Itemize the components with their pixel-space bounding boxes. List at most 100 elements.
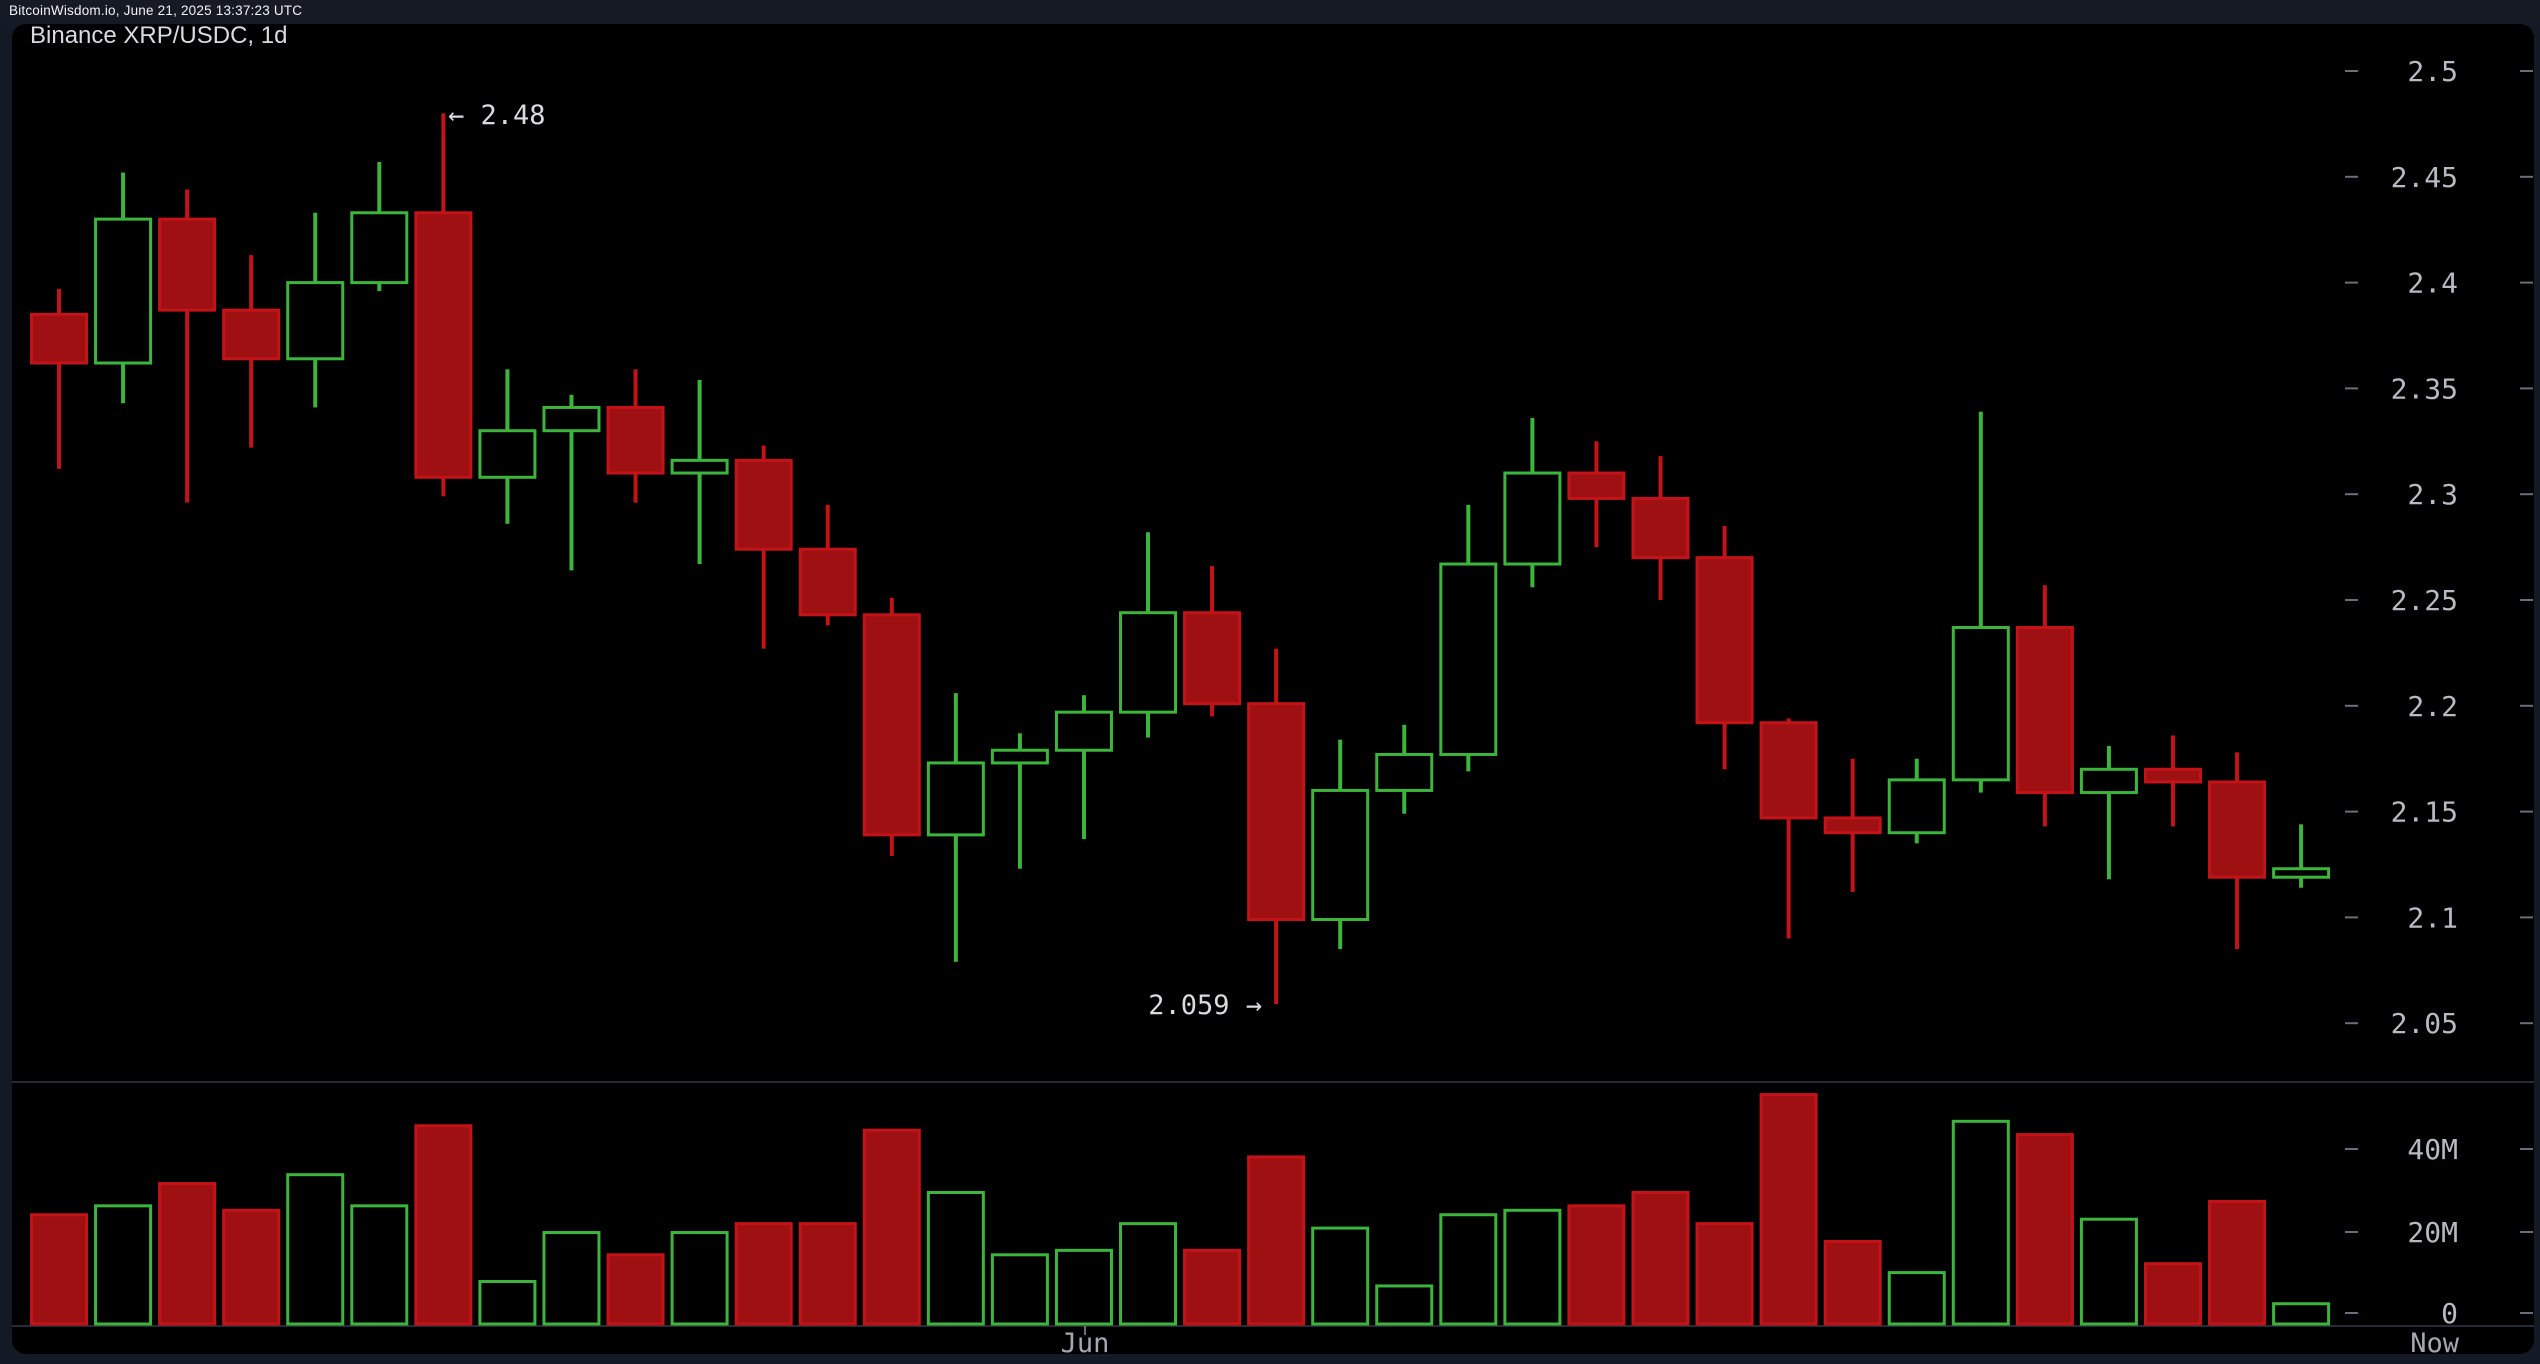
month-label: Jun (1061, 1328, 1110, 1359)
candle-body-down (2208, 780, 2267, 879)
price-tick-label: 2.45 (2391, 161, 2458, 194)
candle-body-down (30, 312, 88, 365)
candle-body-down (2015, 626, 2074, 795)
candle-body-down (1823, 816, 1882, 835)
volume-bar-up (94, 1204, 153, 1326)
price-tick-label: 2.1 (2407, 901, 2458, 934)
volume-bar-up (1311, 1226, 1370, 1326)
pane-dividers (12, 1081, 2534, 1327)
volume-bar-up (478, 1280, 537, 1326)
volume-bar-up (542, 1231, 601, 1326)
candlestick-series (30, 113, 2331, 1005)
candle-body-up (670, 458, 729, 475)
candle-body-up (926, 761, 985, 837)
candle-body-up (1439, 562, 1498, 756)
candle-body-up (350, 211, 409, 285)
price-tick-label: 2.05 (2391, 1007, 2458, 1040)
candle-wick (185, 189, 190, 503)
volume-bar-up (1503, 1208, 1562, 1326)
candle-wick (1978, 411, 1983, 793)
candle-body-down (606, 405, 665, 475)
volume-bar-down (862, 1128, 921, 1326)
volume-axis[interactable]: 40M 20M 0 (2345, 1133, 2533, 1330)
price-axis[interactable]: 2.5 2.45 2.4 2.35 2.3 2.25 2.2 2.15 2.1 2.05 (2345, 55, 2533, 1040)
volume-bar-up (286, 1173, 345, 1326)
candle-wick (2106, 746, 2111, 880)
candle-body-up (1311, 788, 1370, 922)
candle-body-down (1631, 496, 1690, 560)
volume-bar-up (2079, 1217, 2138, 1326)
price-tick-label: 2.35 (2391, 372, 2458, 405)
candle-body-down (2143, 767, 2202, 784)
price-tick-label: 2.3 (2407, 478, 2458, 511)
volume-bar-up (670, 1231, 729, 1326)
high-annotation: ← 2.48 (448, 100, 546, 131)
price-annotations: ← 2.48 2.059 → (448, 100, 1262, 1021)
candle-wick (1786, 718, 1791, 939)
price-tick-label: 2.15 (2391, 796, 2458, 829)
volume-tick-label: 20M (2407, 1216, 2458, 1249)
candle-body-up (990, 748, 1049, 765)
candle-body-down (414, 211, 473, 479)
candle-body-down (862, 613, 921, 837)
candle-body-down (734, 458, 793, 551)
volume-bar-down (606, 1253, 665, 1326)
volume-bar-down (1695, 1222, 1754, 1326)
volume-bar-up (1119, 1222, 1178, 1326)
candle-body-down (1695, 556, 1754, 725)
volume-bar-down (1759, 1093, 1818, 1326)
volume-bar-down (2015, 1133, 2074, 1326)
candle-wick (1017, 733, 1022, 869)
candle-wick (2299, 824, 2304, 888)
volume-bar-up (990, 1253, 1049, 1326)
low-annotation: 2.059 → (1148, 990, 1262, 1021)
volume-bar-up (1887, 1271, 1946, 1326)
candle-body-up (1119, 611, 1178, 714)
volume-series (30, 1093, 2331, 1326)
now-label: Now (2410, 1328, 2460, 1359)
chart-surface[interactable] (12, 24, 2534, 1354)
candle-body-down (1759, 721, 1818, 820)
candle-body-up (1951, 626, 2010, 782)
candle-body-up (542, 405, 601, 433)
volume-bar-down (1183, 1248, 1242, 1326)
volume-bar-down (158, 1182, 217, 1326)
price-tick-label: 2.25 (2391, 584, 2458, 617)
volume-bar-down (2143, 1262, 2202, 1326)
price-tick-label: 2.4 (2407, 267, 2458, 300)
volume-bar-up (2272, 1302, 2331, 1326)
status-bar-text: BitcoinWisdom.io, June 21, 2025 13:37:23… (9, 3, 303, 18)
candle-body-down (158, 217, 217, 312)
volume-tick-label: 40M (2407, 1133, 2458, 1166)
volume-bar-down (30, 1213, 88, 1326)
candle-body-up (1054, 710, 1113, 752)
volume-tick-label: 0 (2441, 1297, 2458, 1330)
volume-bar-down (414, 1124, 473, 1326)
volume-bar-down (1823, 1239, 1882, 1326)
price-tick-label: 2.2 (2407, 690, 2458, 723)
volume-bar-up (926, 1191, 985, 1326)
candle-body-up (94, 217, 153, 365)
volume-bar-up (1054, 1248, 1113, 1326)
candle-body-up (1375, 752, 1434, 792)
candle-wick (1081, 695, 1086, 840)
volume-bar-up (1439, 1213, 1498, 1326)
candle-wick (569, 394, 574, 571)
volume-bar-down (1631, 1191, 1690, 1326)
chart-title: Binance XRP/USDC, 1d (30, 22, 288, 49)
volume-bar-down (222, 1208, 281, 1326)
volume-bar-down (2208, 1199, 2267, 1326)
candle-body-up (286, 281, 345, 361)
browser-status-bar: BitcoinWisdom.io, June 21, 2025 13:37:23… (0, 0, 2540, 21)
volume-bar-down (1567, 1204, 1626, 1326)
volume-bar-down (1247, 1155, 1306, 1326)
candle-body-up (2079, 767, 2138, 795)
candle-body-down (222, 308, 281, 361)
volume-bar-up (1375, 1284, 1434, 1326)
candle-body-up (1503, 471, 1562, 566)
price-tick-label: 2.5 (2407, 55, 2458, 88)
time-axis[interactable]: Jun Now (1061, 1326, 2460, 1359)
candle-body-down (798, 547, 857, 617)
candle-body-down (1247, 702, 1306, 922)
